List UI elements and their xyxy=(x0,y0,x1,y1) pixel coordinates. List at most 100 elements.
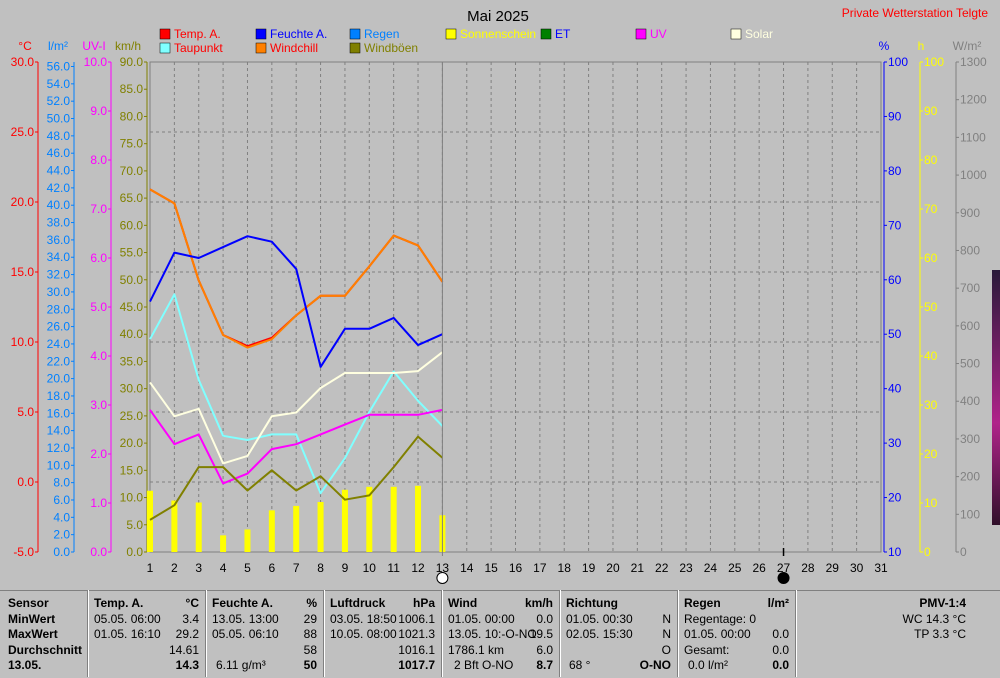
dir-max-value: N xyxy=(662,627,671,641)
x-tick-label: 31 xyxy=(874,561,888,575)
temp-axis-tick-label: 25.0 xyxy=(11,125,35,139)
rain-unit: l/m² xyxy=(767,596,789,610)
sun-axis-tick-label: 80 xyxy=(924,153,938,167)
wind-axis-tick-label: 0.0 xyxy=(126,545,143,559)
wind-header: Wind xyxy=(448,596,478,610)
rain-axis-tick-label: 26.0 xyxy=(47,320,71,334)
stats-sensor: Sensor MinWert MaxWert Durchschnitt 13.0… xyxy=(8,596,83,676)
rain-axis-tick-label: 6.0 xyxy=(53,493,70,507)
legend-label: Feuchte A. xyxy=(270,27,327,41)
stats-direction: Richtung 01.05. 00:30 N 02.05. 15:30 N O 6… xyxy=(566,596,671,676)
wind-axis-tick-label: 40.0 xyxy=(120,327,144,341)
x-tick-label: 8 xyxy=(317,561,324,575)
rain-axis-tick-label: 8.0 xyxy=(53,476,70,490)
press-current-value: 1017.7 xyxy=(398,658,435,672)
press-min-time: 03.05. 18:50 xyxy=(330,611,397,626)
pmv-dewpoint: TP 3.3 °C xyxy=(914,627,966,641)
sunshine-bar xyxy=(220,535,227,552)
press-max-time: 10.05. 08:00 xyxy=(330,627,397,641)
legend-swatch xyxy=(349,28,361,40)
temp-axis-tick-label: -5.0 xyxy=(13,545,34,559)
solar-axis-tick-label: 200 xyxy=(960,470,980,484)
series-line-feuchte-a- xyxy=(149,235,443,368)
left-axes: °C 30.0 25.0 20.0 15.0 10.0 5.0 0.0 -5.0 l/m² 56.0… xyxy=(11,39,148,559)
x-tick-label: 10 xyxy=(363,561,377,575)
rain-axis-tick-label: 0.0 xyxy=(53,545,70,559)
uv-axis-tick-label: 1.0 xyxy=(90,496,107,510)
x-tick-label: 29 xyxy=(826,561,840,575)
uv-axis-tick-label: 10.0 xyxy=(84,55,108,69)
x-tick-label: 21 xyxy=(631,561,645,575)
x-tick-label: 23 xyxy=(679,561,693,575)
series-line-windchill xyxy=(149,188,444,349)
hum-avg-value: 58 xyxy=(303,642,317,657)
wind-axis-tick-label: 30.0 xyxy=(120,382,144,396)
sun-axis-tick-label: 20 xyxy=(924,447,938,461)
sun-axis-tick-label: 0 xyxy=(924,545,931,559)
stats-pressure: Luftdruck hPa 03.05. 18:50 1006.1 10.05. 0… xyxy=(330,596,435,676)
temp-min-time: 05.05. 06:00 xyxy=(94,611,161,626)
legend-swatch xyxy=(635,28,647,40)
wind-min-value: 0.0 xyxy=(536,611,553,626)
hum-axis-tick-label: 60 xyxy=(888,273,902,287)
wind-current-value: 8.7 xyxy=(536,658,553,672)
rain-today: 0.0 l/m² xyxy=(688,658,729,672)
rain-axis-tick-label: 32.0 xyxy=(47,268,71,282)
hum-axis-tick-label: 50 xyxy=(888,327,902,341)
rain-axis-tick-label: 40.0 xyxy=(47,198,71,212)
uv-axis-tick-label: 8.0 xyxy=(90,153,107,167)
temp-axis-tick-label: 5.0 xyxy=(17,405,34,419)
legend-swatch xyxy=(255,28,267,40)
press-min-value: 1006.1 xyxy=(398,611,435,626)
x-tick-label: 12 xyxy=(411,561,425,575)
rain-axis-tick-label: 30.0 xyxy=(47,285,71,299)
wind-axis-tick-label: 65.0 xyxy=(120,191,144,205)
x-tick-label: 19 xyxy=(582,561,596,575)
x-tick-label: 27 xyxy=(777,561,791,575)
legend-label: Taupunkt xyxy=(174,41,223,55)
series-line-uv xyxy=(149,408,443,485)
wind-axis-tick-label: 80.0 xyxy=(120,109,144,123)
current-day-marker xyxy=(436,572,449,584)
press-max-value: 1021.3 xyxy=(398,627,435,641)
legend-label: UV xyxy=(650,27,667,41)
rain-max-value: 0.0 xyxy=(772,627,789,641)
sun-axis-unit: h xyxy=(918,39,925,53)
series-line-windb-en xyxy=(149,435,444,521)
x-tick-label: 25 xyxy=(728,561,742,575)
temp-axis-tick-label: 0.0 xyxy=(17,475,34,489)
sunshine-bar xyxy=(366,486,373,552)
temp-axis-tick-label: 15.0 xyxy=(11,265,35,279)
uv-axis-tick-label: 9.0 xyxy=(90,104,107,118)
wind-axis-unit: km/h xyxy=(115,39,141,53)
wind-axis-tick-label: 70.0 xyxy=(120,164,144,178)
sun-axis-tick-label: 60 xyxy=(924,251,938,265)
wind-axis-tick-label: 5.0 xyxy=(126,518,143,532)
sun-axis-tick-label: 90 xyxy=(924,104,938,118)
x-tick-label: 1 xyxy=(147,561,154,575)
wind-max-value: 19.5 xyxy=(529,627,553,641)
rain-axis-tick-label: 20.0 xyxy=(47,372,71,386)
right-axes: %100908070605040302010h10090807060504030… xyxy=(879,39,987,559)
legend-label: Windchill xyxy=(270,41,318,55)
dir-min-time: 01.05. 00:30 xyxy=(566,611,633,626)
dir-max-time: 02.05. 15:30 xyxy=(566,627,633,641)
rain-axis-tick-label: 12.0 xyxy=(47,441,71,455)
stats-rain: Regen l/m² Regentage: 0 01.05. 00:00 0.0 G… xyxy=(684,596,789,676)
wind-max-time: 13.05. 10:-O-NO xyxy=(448,627,537,641)
sun-axis-tick-label: 70 xyxy=(924,202,938,216)
pmv-header: PMV-1:4 xyxy=(919,596,966,610)
legend-swatch xyxy=(349,42,361,54)
x-tick-label: 24 xyxy=(704,561,718,575)
rain-axis-tick-label: 18.0 xyxy=(47,389,71,403)
rain-axis-tick-label: 44.0 xyxy=(47,164,71,178)
solar-axis-tick-label: 500 xyxy=(960,357,980,371)
uv-axis-tick-label: 2.0 xyxy=(90,447,107,461)
sunshine-bar xyxy=(390,486,397,552)
rain-axis-tick-label: 52.0 xyxy=(47,94,71,108)
wind-bft: 2 Bft O-NO xyxy=(454,658,514,672)
x-tick-label: 20 xyxy=(606,561,620,575)
wind-axis-tick-label: 25.0 xyxy=(120,409,144,423)
press-avg-value: 1016.1 xyxy=(398,642,435,657)
legend-label: Temp. A. xyxy=(174,27,221,41)
